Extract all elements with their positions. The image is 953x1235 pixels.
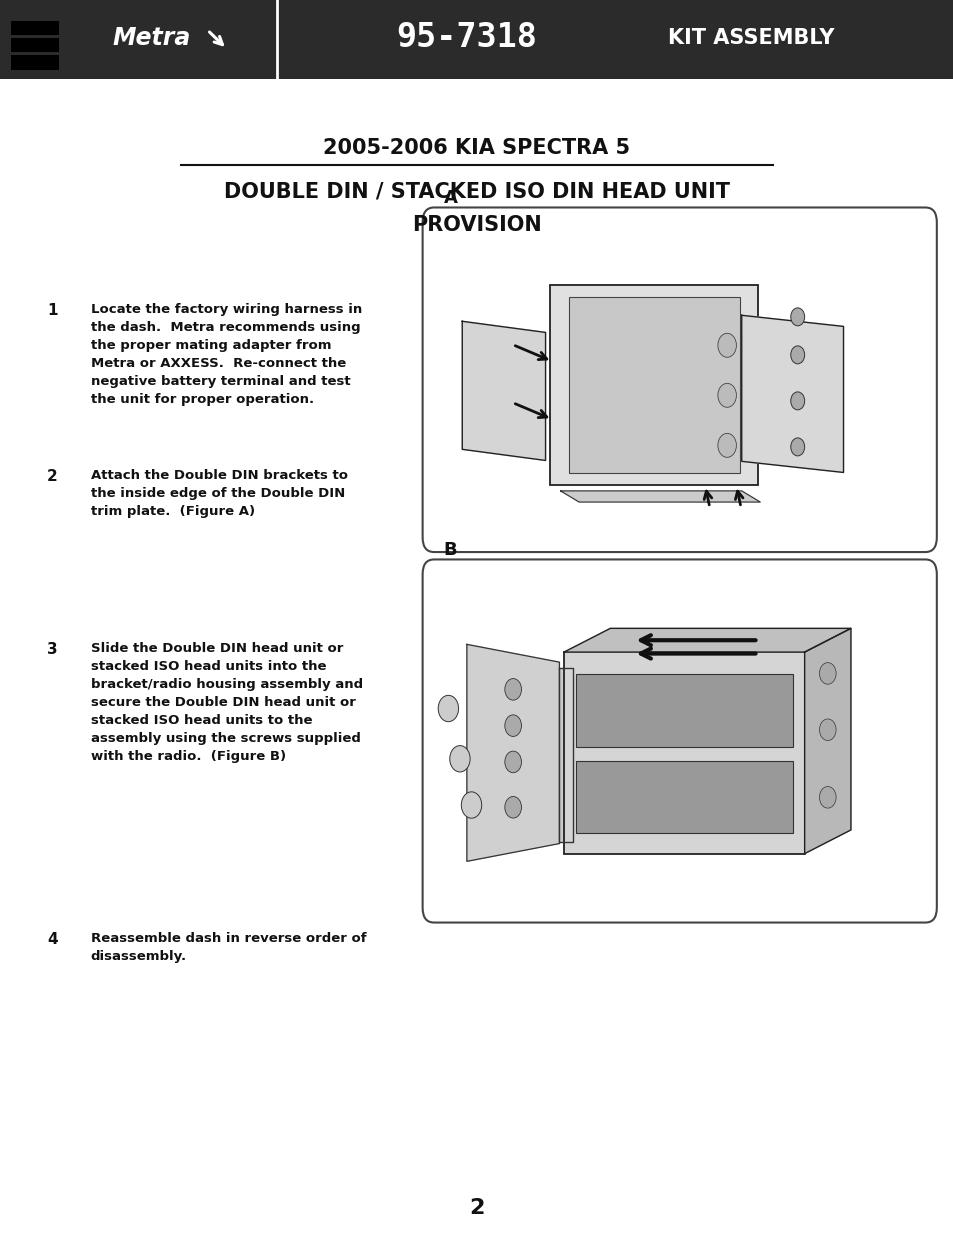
- Circle shape: [819, 663, 835, 684]
- Polygon shape: [563, 629, 850, 652]
- Text: KIT ASSEMBLY: KIT ASSEMBLY: [667, 28, 833, 48]
- Circle shape: [790, 308, 803, 326]
- Circle shape: [504, 715, 521, 736]
- Text: 95-7318: 95-7318: [395, 21, 537, 54]
- Text: DOUBLE DIN / STACKED ISO DIN HEAD UNIT: DOUBLE DIN / STACKED ISO DIN HEAD UNIT: [224, 182, 729, 201]
- FancyBboxPatch shape: [422, 207, 936, 552]
- Bar: [576, 674, 792, 747]
- Circle shape: [718, 333, 736, 357]
- Text: Locate the factory wiring harness in
the dash.  Metra recommends using
the prope: Locate the factory wiring harness in the…: [91, 303, 361, 405]
- Text: PROVISION: PROVISION: [412, 215, 541, 235]
- Polygon shape: [558, 668, 573, 841]
- Polygon shape: [740, 315, 842, 473]
- Circle shape: [504, 797, 521, 818]
- Circle shape: [718, 383, 736, 408]
- Circle shape: [819, 787, 835, 808]
- Circle shape: [504, 678, 521, 700]
- Text: Metra: Metra: [112, 26, 192, 49]
- Bar: [576, 761, 792, 834]
- Bar: [550, 285, 758, 485]
- Bar: [563, 652, 803, 853]
- Circle shape: [437, 695, 458, 721]
- Bar: [11, 21, 59, 36]
- Text: Slide the Double DIN head unit or
stacked ISO head units into the
bracket/radio : Slide the Double DIN head unit or stacke…: [91, 642, 362, 763]
- Text: A: A: [443, 189, 457, 207]
- Circle shape: [504, 751, 521, 773]
- Polygon shape: [560, 490, 760, 501]
- Circle shape: [790, 346, 803, 364]
- Text: Attach the Double DIN brackets to
the inside edge of the Double DIN
trim plate. : Attach the Double DIN brackets to the in…: [91, 469, 347, 519]
- Circle shape: [718, 433, 736, 457]
- Polygon shape: [803, 629, 850, 853]
- Text: B: B: [443, 541, 456, 559]
- Bar: [11, 56, 59, 69]
- Polygon shape: [462, 321, 545, 461]
- Polygon shape: [466, 645, 558, 861]
- Circle shape: [790, 391, 803, 410]
- Bar: [0, 0, 953, 79]
- Circle shape: [790, 438, 803, 456]
- Text: 2005-2006 KIA SPECTRA 5: 2005-2006 KIA SPECTRA 5: [323, 138, 630, 158]
- Circle shape: [449, 746, 470, 772]
- Text: 2: 2: [469, 1198, 484, 1218]
- Circle shape: [819, 719, 835, 741]
- Bar: [11, 38, 59, 52]
- Text: 2: 2: [47, 469, 58, 484]
- Circle shape: [461, 792, 481, 819]
- Text: 4: 4: [47, 932, 58, 947]
- Text: Reassemble dash in reverse order of
disassembly.: Reassemble dash in reverse order of disa…: [91, 932, 366, 963]
- Text: 3: 3: [47, 642, 58, 657]
- FancyBboxPatch shape: [422, 559, 936, 923]
- Text: 1: 1: [47, 303, 58, 317]
- Bar: [568, 298, 739, 473]
